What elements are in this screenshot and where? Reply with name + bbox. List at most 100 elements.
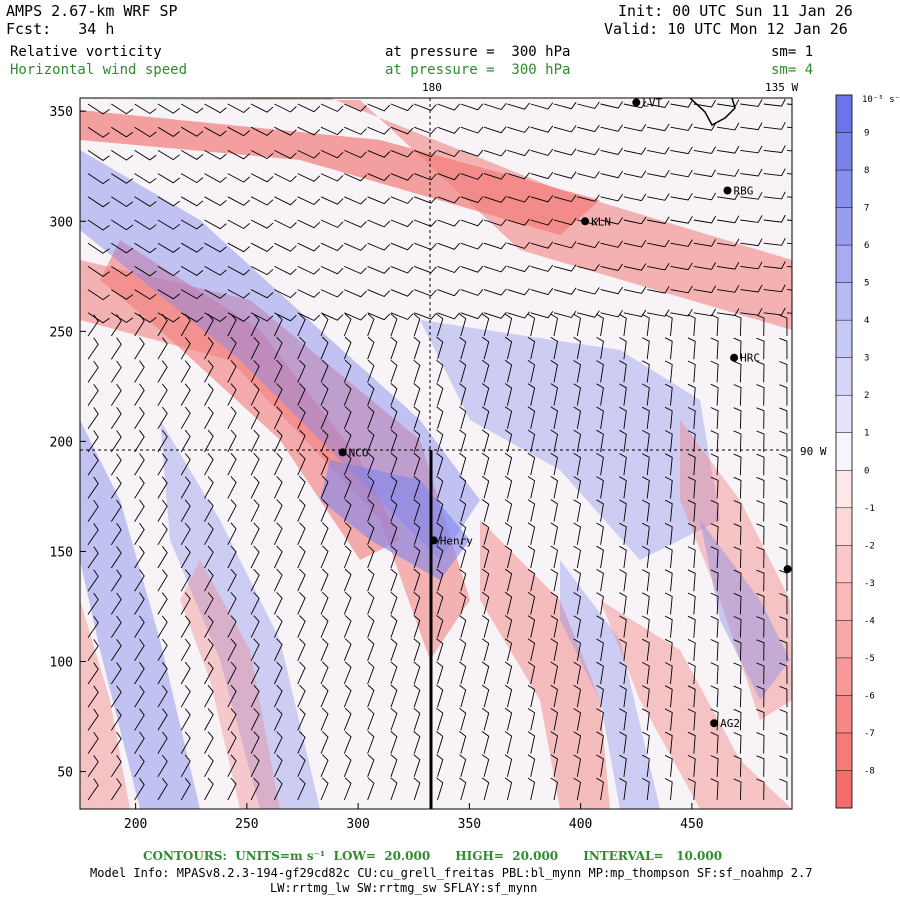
wind-barb [413,429,421,453]
wind-barb [504,777,513,801]
wind-barb [344,242,367,251]
wind-barb [250,406,260,430]
wind-barb [250,103,274,113]
wind-barb [687,592,696,615]
wind-barb [459,313,467,337]
wind-barb [390,312,414,320]
wind-barb [250,149,274,160]
wind-barb [756,778,765,801]
wind-barb [157,708,168,731]
wind-barb [134,615,145,638]
wind-barb [619,638,627,661]
wind-barb [367,615,375,638]
wind-barb [733,384,742,406]
wind-barb [779,709,788,731]
wind-barb [504,313,513,337]
wind-barb [779,546,788,569]
wind-barb [343,359,352,383]
colorbar-label: 1 [864,429,869,439]
wind-barb [693,146,716,154]
wind-barb [693,169,716,178]
wind-barb [250,336,260,360]
wind-barb [273,429,283,453]
wind-barb [413,452,421,476]
wind-barb [110,708,122,731]
wind-barb [204,289,227,299]
wind-barb [250,731,260,754]
wind-barb [740,284,763,293]
wind-barb [437,219,461,227]
wind-barb [250,265,274,276]
wind-barb [204,429,214,453]
wind-barb [619,383,627,406]
wind-barb [550,522,559,545]
wind-barb [573,568,581,592]
wind-barb [596,406,604,429]
wind-barb [733,569,742,592]
wind-barb [274,265,297,275]
wind-barb [481,429,490,453]
wind-barb [664,731,673,754]
wind-barb [367,661,375,685]
wind-barb [367,777,375,801]
wind-barb [344,196,367,205]
wind-barb [413,545,421,569]
wind-barb [504,336,513,360]
wind-barb [390,499,398,522]
wind-barb [250,173,274,183]
wind-barb [573,383,581,406]
wind-barb [647,286,670,294]
wind-barb [367,196,391,205]
wind-barb [693,99,716,108]
wind-barb [460,242,484,250]
wind-barb [600,101,623,109]
wind-barb [687,430,696,453]
wind-barb [459,777,467,801]
wind-barb [504,731,513,754]
wind-barb [134,499,145,522]
wind-barb [553,171,577,179]
wind-barb [413,638,421,661]
wind-barb [204,592,214,615]
wind-barb [577,171,600,179]
colorbar-swatch [836,395,852,434]
wind-barb [647,216,670,225]
wind-barb [157,546,168,569]
wind-barb [641,615,650,638]
wind-barb [573,406,581,429]
wind-barb [550,592,559,615]
wind-barb [180,569,191,592]
wind-barb [157,430,168,453]
vorticity-band [80,110,600,235]
map-background [80,98,792,809]
wind-barb [687,662,696,685]
wind-barb [297,242,321,252]
wind-barb [779,500,788,522]
wind-barb [530,125,554,133]
wind-barb [320,406,329,429]
wind-barb [670,216,693,224]
wind-barb [687,476,696,499]
wind-barb [413,383,421,406]
wind-barb [596,754,604,777]
wind-barb [483,195,507,203]
wind-barb [733,337,742,360]
wind-barb [180,731,191,754]
wind-barb [550,568,559,592]
wind-barb [250,312,274,322]
wind-barb [577,287,600,295]
wind-barb [413,522,421,545]
wind-barb [779,523,788,545]
wind-barb [390,126,414,135]
wind-barb [733,523,742,545]
wind-barb [274,126,297,136]
x-tick-label: 250 [235,817,258,832]
wind-barb [110,314,122,337]
wind-barb [687,360,696,383]
wind-barb [134,150,157,161]
wind-barb [134,708,145,731]
wind-barb [481,754,490,777]
wind-barb [367,242,391,251]
wind-barb [436,661,444,685]
physics-info: LW:rrtmg_lw SW:rrtmg_sw SFLAY:sf_mynn [270,881,538,895]
